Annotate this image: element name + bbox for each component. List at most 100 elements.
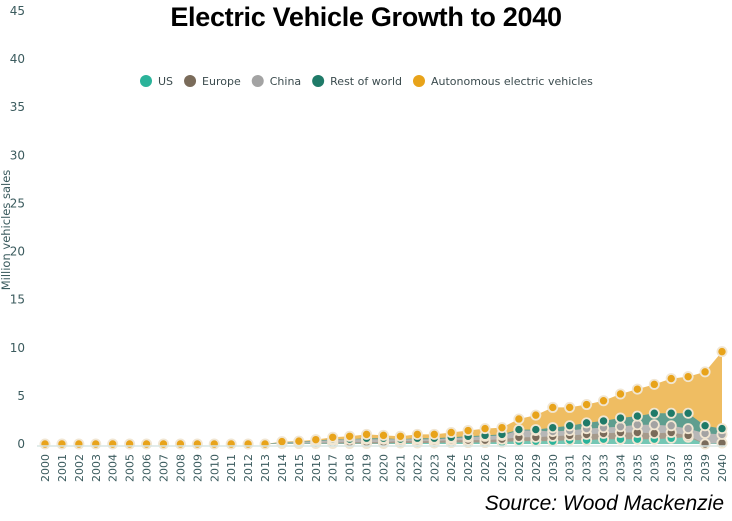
- x-tick-label: 2010: [208, 454, 221, 482]
- y-tick-label: 0: [17, 437, 25, 451]
- x-tick-label: 2013: [259, 454, 272, 482]
- data-point[interactable]: [496, 422, 508, 434]
- data-point[interactable]: [327, 431, 339, 443]
- data-point[interactable]: [665, 407, 677, 419]
- data-point[interactable]: [648, 407, 660, 419]
- data-point[interactable]: [665, 420, 677, 432]
- data-point[interactable]: [598, 395, 610, 407]
- legend-label: China: [270, 75, 301, 88]
- legend-item-rest-of-world[interactable]: Rest of world: [312, 75, 402, 88]
- data-point[interactable]: [699, 420, 711, 432]
- x-tick-label: 2028: [513, 454, 526, 482]
- y-tick-label: 15: [10, 293, 25, 307]
- x-tick-label: 2021: [394, 454, 407, 482]
- data-point[interactable]: [682, 371, 694, 383]
- x-tick-label: 2024: [445, 454, 458, 482]
- data-point[interactable]: [411, 428, 423, 440]
- data-point[interactable]: [361, 428, 373, 440]
- legend-item-europe[interactable]: Europe: [184, 75, 241, 88]
- data-point[interactable]: [479, 423, 491, 435]
- x-tick-label: 2009: [191, 454, 204, 482]
- data-point[interactable]: [530, 409, 542, 421]
- data-point[interactable]: [344, 430, 356, 442]
- data-point[interactable]: [581, 417, 593, 429]
- data-point[interactable]: [310, 434, 322, 446]
- y-axis: 0 5 10 15 20 25 30 35 40 45: [10, 4, 25, 451]
- x-tick-label: 2027: [496, 454, 509, 482]
- x-tick-label: 2020: [378, 454, 391, 482]
- y-tick-label: 5: [17, 389, 25, 403]
- data-point[interactable]: [90, 438, 102, 450]
- data-point[interactable]: [513, 413, 525, 425]
- data-point[interactable]: [259, 438, 271, 450]
- legend-item-china[interactable]: China: [251, 75, 301, 88]
- data-point[interactable]: [225, 438, 237, 450]
- data-point[interactable]: [174, 438, 186, 450]
- data-point[interactable]: [191, 438, 203, 450]
- x-tick-label: 2033: [598, 454, 611, 482]
- data-point[interactable]: [564, 401, 576, 413]
- data-point[interactable]: [598, 415, 610, 427]
- data-point[interactable]: [462, 425, 474, 437]
- x-tick-label: 2035: [631, 454, 644, 482]
- y-tick-label: 35: [10, 100, 25, 114]
- y-tick-label: 10: [10, 341, 25, 355]
- data-point[interactable]: [56, 438, 68, 450]
- legend-marker: [251, 75, 264, 87]
- data-point[interactable]: [293, 435, 305, 447]
- data-point[interactable]: [428, 428, 440, 440]
- legend-label: US: [158, 75, 173, 88]
- data-point[interactable]: [682, 407, 694, 419]
- data-point[interactable]: [276, 436, 288, 448]
- x-tick-label: 2026: [479, 454, 492, 482]
- legend-label: Autonomous electric vehicles: [431, 75, 593, 88]
- data-point[interactable]: [377, 429, 389, 441]
- data-point[interactable]: [699, 438, 711, 450]
- x-tick-label: 2005: [124, 454, 137, 482]
- x-tick-label: 2038: [682, 454, 695, 482]
- data-point[interactable]: [648, 378, 660, 390]
- data-point[interactable]: [614, 412, 626, 424]
- data-point[interactable]: [124, 438, 136, 450]
- data-point[interactable]: [716, 423, 728, 435]
- x-tick-label: 2014: [276, 454, 289, 482]
- points-autonomous-electric-vehicles: [39, 346, 728, 450]
- x-tick-label: 2003: [90, 454, 103, 482]
- x-tick-label: 2004: [107, 454, 120, 482]
- data-point[interactable]: [73, 438, 85, 450]
- x-tick-label: 2034: [614, 454, 627, 482]
- data-point[interactable]: [631, 410, 643, 422]
- data-point[interactable]: [648, 419, 660, 431]
- data-point[interactable]: [547, 401, 559, 413]
- data-point[interactable]: [614, 388, 626, 400]
- data-point[interactable]: [157, 438, 169, 450]
- data-point[interactable]: [208, 438, 220, 450]
- data-point[interactable]: [141, 438, 153, 450]
- data-point[interactable]: [716, 346, 728, 358]
- data-point[interactable]: [445, 426, 457, 438]
- y-tick-label: 25: [10, 196, 25, 210]
- data-point[interactable]: [547, 422, 559, 434]
- data-point[interactable]: [39, 438, 51, 450]
- data-point[interactable]: [530, 424, 542, 436]
- data-point[interactable]: [581, 399, 593, 411]
- data-point[interactable]: [631, 383, 643, 395]
- data-point[interactable]: [107, 438, 119, 450]
- source-note: Source: Wood Mackenzie: [484, 492, 724, 515]
- x-tick-label: 2007: [157, 454, 170, 482]
- data-point[interactable]: [682, 423, 694, 435]
- y-tick-label: 20: [10, 245, 25, 259]
- legend-item-us[interactable]: US: [140, 75, 173, 88]
- data-point[interactable]: [665, 373, 677, 385]
- data-point[interactable]: [564, 420, 576, 432]
- data-point[interactable]: [513, 424, 525, 436]
- data-point[interactable]: [394, 430, 406, 442]
- legend-item-autonomous-electric-vehicles[interactable]: Autonomous electric vehicles: [413, 75, 593, 88]
- x-tick-label: 2012: [242, 454, 255, 482]
- x-tick-label: 2029: [530, 454, 543, 482]
- data-point[interactable]: [242, 438, 254, 450]
- x-tick-label: 2025: [462, 454, 475, 482]
- data-point[interactable]: [699, 366, 711, 378]
- x-tick-label: 2001: [56, 454, 69, 482]
- x-tick-label: 2030: [547, 454, 560, 482]
